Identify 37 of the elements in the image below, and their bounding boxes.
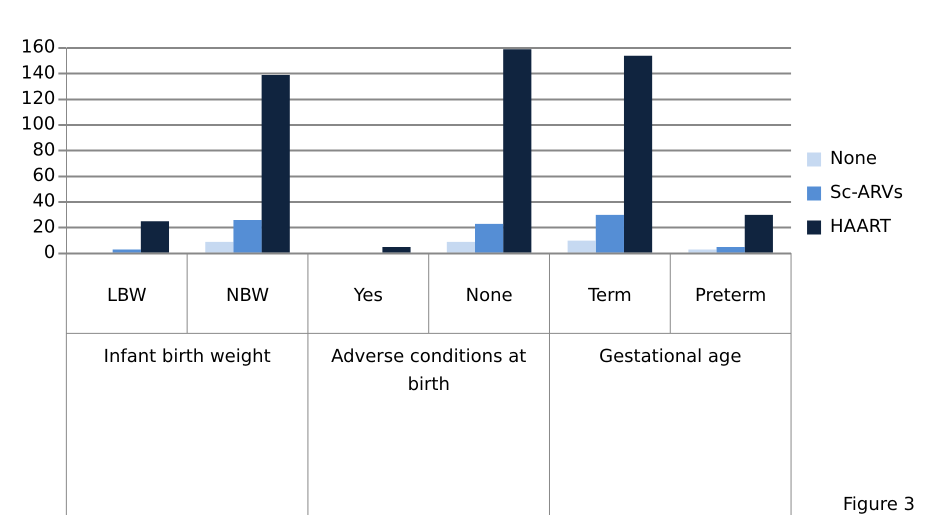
y-tick-label: 120 — [20, 88, 56, 110]
legend-label: Sc-ARVs — [830, 182, 904, 204]
text: Adverse conditions at birth — [331, 346, 526, 396]
bar — [688, 250, 717, 252]
bar — [568, 240, 596, 252]
bar — [503, 49, 532, 252]
x-tick-label: None — [466, 284, 513, 306]
legend-label: HAART — [830, 216, 892, 238]
x-tick-label: Term — [587, 284, 632, 306]
bar — [596, 214, 624, 252]
text: Infant birth weight — [104, 346, 271, 368]
y-tick-label: 60 — [32, 165, 56, 186]
y-tick-label: 0 — [44, 242, 56, 264]
bar — [716, 246, 745, 252]
bar — [112, 250, 141, 252]
caption: Figure 3 — [842, 494, 915, 515]
y-tick-label: 40 — [32, 190, 56, 212]
bar — [233, 220, 262, 252]
bar — [205, 242, 234, 252]
x-tick-label: Yes — [352, 284, 383, 306]
y-tick-label: 100 — [20, 114, 56, 135]
x-tick-label: NBW — [226, 284, 270, 306]
bar — [140, 221, 170, 252]
y-tick-label: 160 — [20, 36, 56, 58]
bar — [475, 224, 504, 252]
bar — [382, 246, 411, 252]
y-tick-label: 140 — [20, 62, 56, 84]
legend-label: None — [830, 148, 878, 170]
x-tick-label: Preterm — [694, 284, 766, 306]
bar — [262, 74, 290, 252]
bar — [744, 214, 773, 252]
y-tick-label: 20 — [32, 216, 56, 238]
text: Gestational age — [599, 346, 742, 368]
bar — [624, 56, 652, 252]
y-tick-label: 80 — [32, 139, 56, 160]
bar — [446, 242, 476, 252]
x-tick-label: LBW — [106, 284, 147, 306]
